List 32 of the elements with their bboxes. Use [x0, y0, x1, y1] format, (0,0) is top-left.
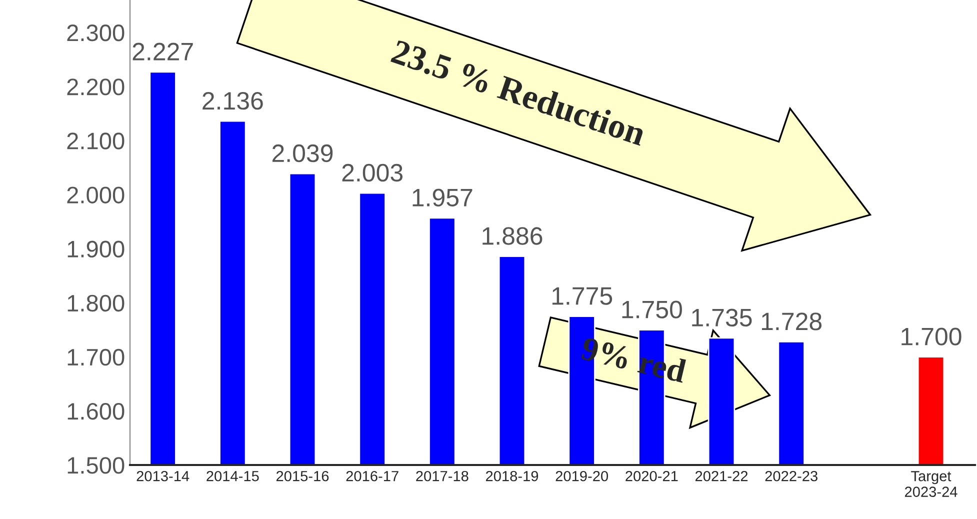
x-tick-label: 2017-18 — [416, 470, 468, 482]
x-tick-label: 2021-22 — [695, 470, 748, 482]
data-label: 2.039 — [272, 144, 333, 162]
data-label: 1.728 — [762, 312, 822, 330]
data-label: 1.750 — [622, 300, 682, 318]
data-label: 2.003 — [342, 164, 403, 182]
data-label: 2.227 — [132, 42, 193, 60]
y-tick-label: 2.000 — [67, 186, 124, 204]
data-label: 1.886 — [482, 227, 542, 245]
x-tick-label: Target 2023-24 — [904, 471, 958, 497]
y-tick-label: 2.100 — [67, 132, 124, 150]
x-tick-label: 2019-20 — [556, 470, 608, 482]
x-tick-label: 2015-16 — [276, 470, 329, 482]
annotation: 9% red — [580, 336, 688, 384]
y-tick-label: 1.600 — [68, 403, 124, 420]
data-label: 1.775 — [552, 287, 612, 305]
y-tick-label: 2.300 — [67, 24, 124, 42]
x-tick-label: 2018-19 — [486, 470, 538, 482]
y-tick-label: 1.800 — [68, 294, 124, 312]
x-tick-label: 2020-21 — [626, 470, 678, 482]
y-tick-label: 1.700 — [68, 348, 124, 366]
y-tick-label: 1.900 — [68, 240, 124, 258]
data-label: 2.136 — [202, 92, 263, 110]
data-label: 1.735 — [692, 308, 752, 327]
x-tick-label: 2016-17 — [346, 470, 398, 482]
y-tick-label: 1.500 — [68, 457, 124, 474]
y-tick-label: 2.200 — [67, 78, 124, 96]
x-tick-label: 2022-23 — [765, 470, 818, 482]
data-label: 1.957 — [412, 188, 472, 206]
x-tick-label: 2013-14 — [136, 470, 190, 482]
x-tick-label: 2014-15 — [206, 470, 259, 482]
data-label: 1.700 — [902, 328, 962, 346]
